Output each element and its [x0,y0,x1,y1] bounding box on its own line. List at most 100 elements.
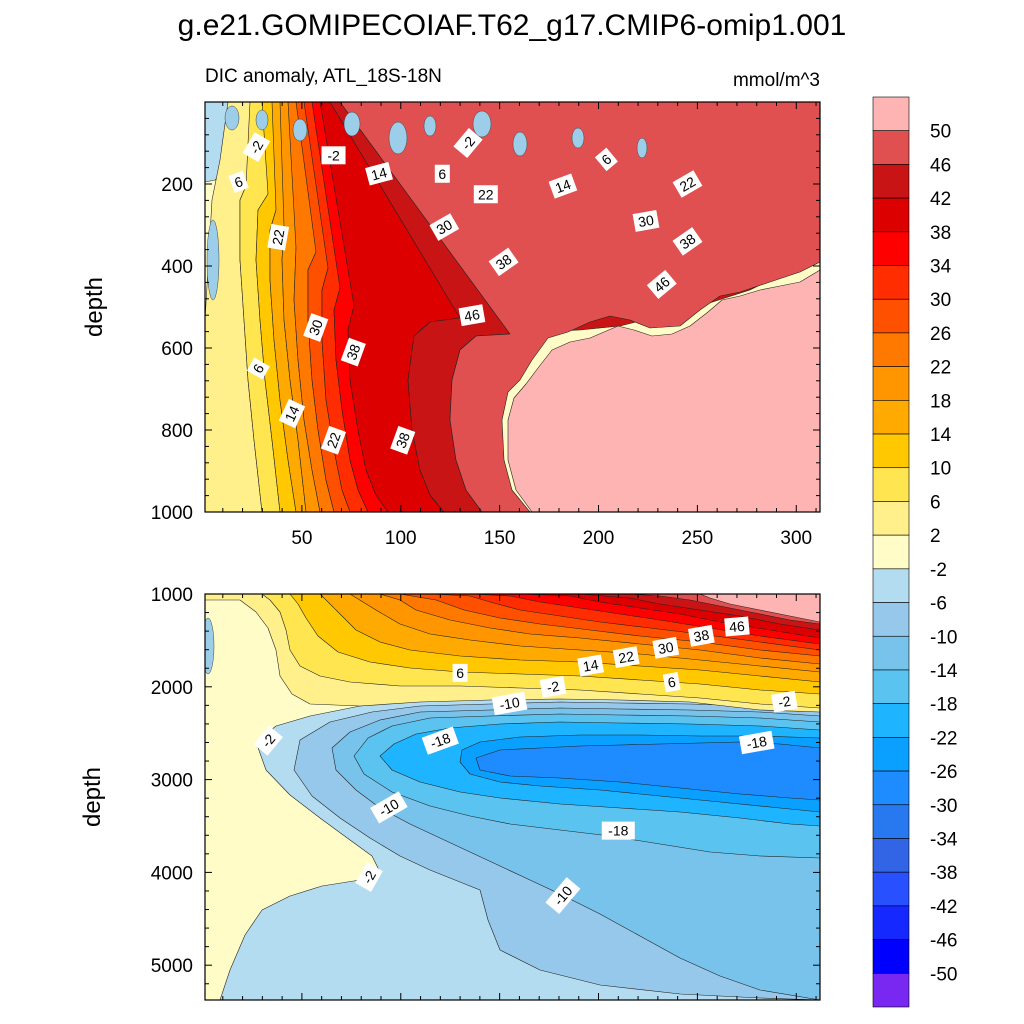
svg-text:22: 22 [323,430,343,450]
svg-text:14: 14 [281,403,302,424]
colorbar-box [872,231,910,266]
svg-text:-10: -10 [498,694,521,713]
colorbar-box [872,467,910,502]
colorbar-box [872,130,910,165]
x-tick-label: 50 [291,528,312,549]
svg-text:14: 14 [582,656,600,674]
colorbar-label: 14 [930,425,952,446]
contour-label: 46 [458,304,486,327]
svg-text:-2: -2 [327,147,340,163]
colorbar-box [872,602,910,637]
upper-panel: -2 -2 -2 6 6 6 14 14 22 22 22 30 30 30 38 38 38 38 46 46 6 14… [81,101,821,549]
colorbar-box [872,669,910,704]
y-tick-label: 5000 [151,956,193,977]
colorbar-box [872,770,910,806]
y-tick-label: 2000 [151,678,193,699]
figure-title: g.e21.GOMIPECOIAF.T62_g17.CMIP6-omip1.00… [178,9,847,42]
colorbar: 50 46 42 38 34 30 26 22 18 14 10 6 2 -2 -6 -10 -14 -18 -22… [872,96,958,1008]
colorbar-label: -42 [930,897,957,918]
svg-text:46: 46 [463,306,481,324]
colorbar-box [872,905,910,940]
svg-text:30: 30 [637,212,655,230]
colorbar-box [872,400,910,435]
fill-region [339,102,820,512]
svg-text:30: 30 [657,639,675,657]
contour-label: 38 [340,337,366,367]
colorbar-box [872,737,910,772]
colorbar-box [872,534,910,570]
colorbar-label: 42 [930,189,951,210]
colorbar-label: -6 [930,594,947,615]
contour-label: 6 [434,164,450,183]
contour-label: 14 [548,173,578,199]
y-tick-label: 600 [161,339,193,360]
contour-label: 22 [267,223,290,251]
svg-text:-18: -18 [745,733,768,752]
svg-text:6: 6 [666,674,677,691]
svg-text:-18: -18 [428,730,453,752]
contour-label: -2 [453,128,483,158]
units-label: mmol/m^3 [733,70,820,91]
contour-label: 30 [632,209,660,232]
contour-label: 6 [594,147,618,172]
contour-label: 46 [724,616,750,637]
svg-text:38: 38 [343,342,363,362]
colorbar-label: 38 [930,223,951,244]
svg-text:-18: -18 [608,823,628,839]
colorbar-label: -10 [930,627,957,648]
y-tick-label: 4000 [151,863,193,884]
colorbar-box [872,265,910,300]
y-axis-label: depth [79,767,106,827]
x-tick-label: 200 [583,528,615,549]
contour-label: 6 [228,170,249,193]
colorbar-label: 30 [930,290,951,311]
colorbar-label: -26 [930,762,957,783]
svg-text:38: 38 [692,626,710,644]
contour-label: 22 [612,646,640,669]
svg-text:22: 22 [677,173,699,195]
y-tick-label: 200 [161,175,193,196]
colorbar-box [872,164,910,199]
contour-label: 22 [672,170,703,198]
svg-text:22: 22 [269,228,287,246]
contour-label: 6 [246,357,270,380]
y-tick-label: 800 [161,421,193,442]
contour-label: 38 [687,624,715,647]
fill-region [507,269,820,512]
svg-text:22: 22 [617,648,635,666]
colorbar-label: 6 [930,492,941,513]
colorbar-box [872,703,910,738]
colorbar-label: 26 [930,324,951,345]
svg-text:30: 30 [434,216,456,238]
colorbar-box [872,366,910,401]
contour-label: -2 [321,146,346,165]
contour-label: -2 [253,725,283,756]
fill-region [699,594,820,623]
colorbar-box [872,568,910,603]
svg-text:38: 38 [393,430,413,450]
colorbar-label: 18 [930,391,951,412]
colorbar-box [872,939,910,974]
svg-text:6: 6 [456,665,464,681]
svg-text:-2: -2 [546,678,561,696]
colorbar-box [872,433,910,469]
west-boundary-blob [205,617,215,675]
colorbar-label: 34 [930,257,952,278]
contour-label: 30 [652,636,680,659]
y-tick-label: 1000 [151,585,193,606]
colorbar-label: 22 [930,358,951,379]
y-tick-label: 400 [161,257,193,278]
colorbar-label: -46 [930,931,957,952]
contour-label: 30 [303,313,329,342]
y-axis-label: depth [81,277,108,337]
colorbar-box [872,972,910,1008]
svg-text:14: 14 [369,164,388,184]
x-tick-label: 100 [385,528,417,549]
contour-label: -2 [242,132,271,162]
colorbar-label: 46 [930,155,951,176]
surface-blobs [206,105,648,301]
contour-label: 14 [365,161,393,186]
contour-label: -18 [601,821,635,840]
colorbar-label: 10 [930,459,951,480]
